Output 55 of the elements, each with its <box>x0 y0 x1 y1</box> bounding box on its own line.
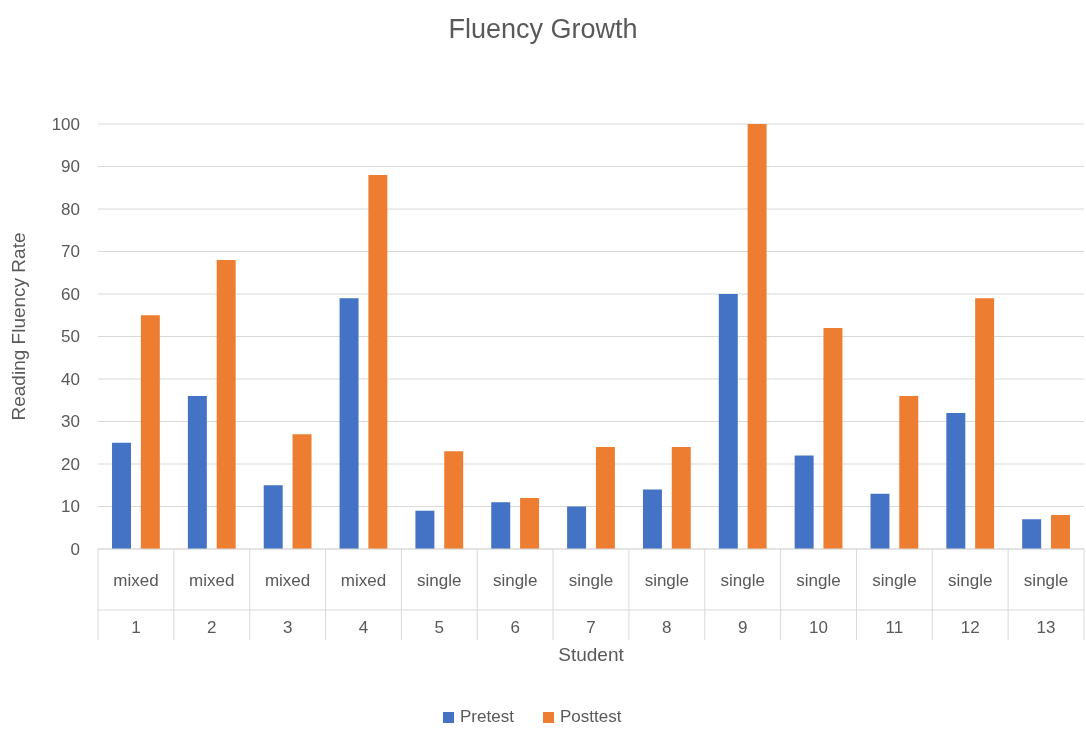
category-label: mixed 2 <box>189 571 235 637</box>
y-tick-label: 80 <box>61 199 80 219</box>
y-tick-label: 50 <box>61 327 80 347</box>
y-tick-label: 70 <box>61 242 80 262</box>
y-tick-label: 60 <box>61 284 80 304</box>
y-axis-title: Reading Fluency Rate <box>8 232 29 421</box>
category-label: single 13 <box>1023 571 1069 637</box>
category-label: single 7 <box>568 571 614 637</box>
bar <box>870 493 890 549</box>
bar <box>292 434 312 549</box>
bar <box>823 328 843 549</box>
bar <box>1022 519 1042 549</box>
y-tick-label: 90 <box>61 157 80 177</box>
bar <box>491 502 511 549</box>
bar <box>1051 515 1070 549</box>
x-axis-title: Student <box>558 644 625 665</box>
bar <box>263 485 283 549</box>
category-label: single 11 <box>872 571 917 637</box>
chart-title: Fluency Growth <box>448 14 638 44</box>
category-label: mixed 4 <box>340 571 387 637</box>
y-tick-label: 30 <box>61 412 80 432</box>
bar <box>671 447 691 549</box>
y-tick-label: 20 <box>61 454 80 474</box>
bar <box>642 489 662 549</box>
bar <box>187 396 207 549</box>
category-label: single 10 <box>796 571 841 637</box>
bar <box>747 124 767 549</box>
legend-label: Posttest <box>560 707 622 726</box>
bar <box>368 175 388 549</box>
category-label: mixed 3 <box>264 571 311 637</box>
category-label: mixed 1 <box>113 571 159 637</box>
category-label: single 9 <box>720 571 765 637</box>
bar <box>112 442 131 549</box>
category-label: single 6 <box>492 571 538 637</box>
bar <box>899 396 919 549</box>
y-tick-label: 40 <box>61 369 80 389</box>
legend-label: Pretest <box>460 707 515 726</box>
y-tick-label: 10 <box>61 497 80 517</box>
bar <box>975 298 995 549</box>
bar <box>718 294 738 549</box>
bar <box>520 498 540 549</box>
bar <box>216 260 236 549</box>
category-label: single 8 <box>644 571 690 637</box>
y-tick-label: 100 <box>51 114 80 134</box>
bar <box>794 455 814 549</box>
category-label: single 5 <box>417 571 462 637</box>
bar <box>567 506 587 549</box>
y-tick-label: 0 <box>70 539 80 559</box>
bar <box>595 447 615 549</box>
bar <box>415 510 435 549</box>
bar <box>140 315 160 549</box>
category-label: single 12 <box>948 571 993 637</box>
bar <box>946 413 966 549</box>
bar <box>339 298 359 549</box>
bar <box>444 451 464 549</box>
